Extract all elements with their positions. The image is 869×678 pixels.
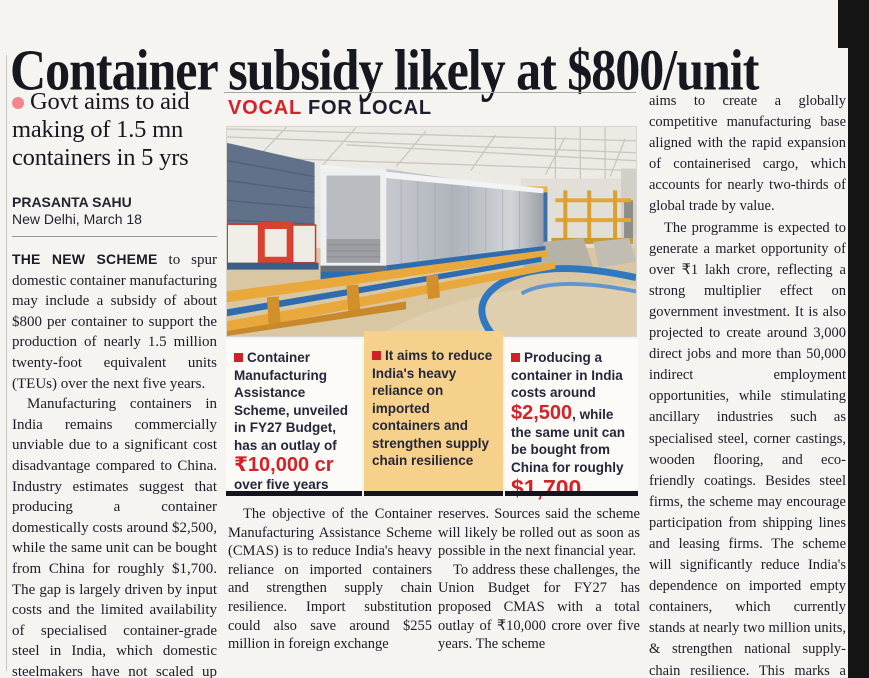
infobox-text: over five years bbox=[234, 477, 329, 492]
paragraph: aims to create a globally competitive ma… bbox=[649, 93, 846, 215]
photo-machine-white bbox=[227, 223, 260, 265]
dateline: New Delhi, March 18 bbox=[12, 211, 217, 237]
bullet-dot-icon bbox=[12, 97, 24, 109]
left-column: Govt aims to aid making of 1.5 mn contai… bbox=[12, 88, 217, 678]
container-factory-photo bbox=[226, 126, 637, 337]
kicker-rule bbox=[224, 92, 636, 93]
kicker-dark-text: FOR LOCAL bbox=[301, 97, 432, 119]
paragraph: To address these challenges, the Union B… bbox=[438, 561, 640, 653]
article-headline: Container subsidy likely at $800/unit bbox=[10, 36, 759, 102]
middle-column-1: The objective of the Container Manufactu… bbox=[228, 505, 432, 654]
photo-container-sill bbox=[320, 265, 387, 272]
middle-column-2: reserves. Sources said the scheme will l… bbox=[438, 505, 640, 654]
infobox-costs: Producing a container in India costs aro… bbox=[505, 339, 638, 500]
right-column: aims to create a globally competitive ma… bbox=[649, 91, 846, 678]
photo-scaffold bbox=[551, 190, 634, 246]
photo-blue-pipe bbox=[478, 265, 636, 336]
china-cost: $1,700 bbox=[511, 475, 582, 501]
photo-blue-pipe2 bbox=[520, 281, 636, 296]
photo-wall-slats bbox=[227, 159, 315, 225]
photo-container-side bbox=[384, 168, 544, 266]
paragraph-text: to spur domestic container manufacturing… bbox=[12, 252, 218, 392]
infobox-underline bbox=[364, 491, 503, 496]
photo-rails bbox=[227, 249, 556, 336]
standfirst-text: Govt aims to aid making of 1.5 mn contai… bbox=[12, 88, 190, 171]
red-square-icon bbox=[234, 353, 243, 362]
scan-edge-bar bbox=[848, 0, 869, 678]
red-square-icon bbox=[372, 351, 381, 360]
photo-machine-panel bbox=[264, 229, 287, 257]
infobox-text: Container Manufacturing Assistance Schem… bbox=[234, 350, 349, 453]
paragraph: THE NEW SCHEME to spur domestic containe… bbox=[12, 249, 217, 394]
paragraph: The programme is expected to generate a … bbox=[649, 219, 846, 678]
infobox-text: , while the same unit can be bought from… bbox=[511, 406, 626, 475]
infobox-text: Producing a container in India costs aro… bbox=[511, 350, 623, 400]
infobox-outlay: Container Manufacturing Assistance Schem… bbox=[226, 339, 362, 496]
photo-container-floor-lines bbox=[326, 244, 381, 258]
india-cost: $2,500 bbox=[511, 401, 573, 424]
photo-trusses bbox=[227, 127, 636, 187]
photo-floor-light bbox=[376, 284, 636, 336]
column-rule-left bbox=[6, 55, 7, 671]
photo-concrete-block2 bbox=[593, 237, 636, 268]
outlay-amount: ₹10,000 cr bbox=[234, 454, 334, 476]
red-square-icon bbox=[511, 353, 520, 362]
lead-in: THE NEW SCHEME bbox=[12, 251, 158, 267]
paragraph: The objective of the Container Manufactu… bbox=[228, 506, 432, 653]
photo-container-interior bbox=[326, 175, 381, 239]
byline: PRASANTA SAHU bbox=[12, 194, 132, 210]
standfirst: Govt aims to aid making of 1.5 mn contai… bbox=[12, 88, 217, 172]
infobox-text: It aims to reduce India's heavy reliance… bbox=[372, 348, 493, 468]
paragraph: Manufacturing containers in India remain… bbox=[12, 396, 217, 678]
photo-container-ribs bbox=[400, 172, 521, 264]
infobox-underline bbox=[505, 491, 638, 496]
kicker-red-text: VOCAL bbox=[228, 97, 302, 119]
infobox-underline bbox=[226, 491, 362, 496]
scan-edge-corner bbox=[838, 0, 869, 48]
infobox-aim: It aims to reduce India's heavy reliance… bbox=[364, 331, 503, 496]
paragraph: reserves. Sources said the scheme will l… bbox=[438, 506, 640, 560]
photo-machine-cabinet bbox=[291, 224, 317, 264]
feature-kicker: VOCAL FOR LOCAL bbox=[228, 97, 432, 120]
photo-machine-base bbox=[227, 262, 319, 270]
